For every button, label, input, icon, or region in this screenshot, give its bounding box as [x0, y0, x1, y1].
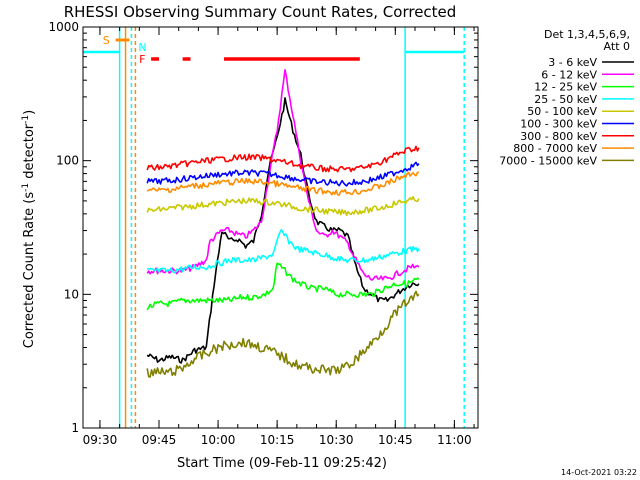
- series-line-8: [146, 290, 420, 378]
- y-tick-label-1: 10: [64, 287, 79, 301]
- legend-label-4: 50 - 100 keV: [527, 105, 597, 118]
- series-line-0: [146, 97, 420, 364]
- y-axis-label-sup-2: -1: [21, 115, 31, 124]
- flag-label-n: N: [138, 41, 146, 54]
- series-line-5: [146, 161, 420, 187]
- flag-layer: S NF: [103, 34, 360, 66]
- series-line-3: [146, 229, 420, 274]
- y-axis-label-main: Corrected Count Rate (s: [22, 192, 37, 349]
- x-tick-label-6: 11:00: [437, 433, 472, 447]
- y-tick-label-0: 1: [71, 421, 79, 435]
- legend-label-7: 800 - 7000 keV: [513, 142, 597, 155]
- y-axis-label-mid: detector: [22, 123, 37, 183]
- y-tick-label-3: 1000: [48, 20, 79, 34]
- timestamp: 14-Oct-2021 03:22: [561, 468, 637, 477]
- flag-label-f: F: [139, 53, 145, 66]
- legend-label-5: 100 - 300 keV: [520, 118, 597, 131]
- y-tick-label-2: 100: [56, 154, 79, 168]
- legend-label-3: 25 - 50 keV: [534, 93, 597, 106]
- legend-label-0: 3 - 6 keV: [548, 56, 597, 69]
- y-axis-label: Corrected Count Rate (s-1 detector-1): [21, 110, 37, 348]
- series-line-1: [146, 69, 420, 281]
- y-axis-label-end: ): [22, 110, 37, 115]
- x-tick-label-3: 10:15: [260, 433, 295, 447]
- legend-label-1: 6 - 12 keV: [541, 68, 597, 81]
- legend-header-1: Att 0: [604, 40, 630, 53]
- legend-header-0: Det 1,3,4,5,6,9,: [544, 28, 630, 41]
- x-tick-label-1: 09:45: [142, 433, 177, 447]
- series-line-2: [146, 262, 420, 311]
- x-tick-label-5: 10:45: [378, 433, 413, 447]
- legend-label-6: 300 - 800 keV: [520, 130, 597, 143]
- legend-label-8: 7000 - 15000 keV: [499, 154, 597, 167]
- series-line-4: [146, 196, 420, 217]
- chart-title: RHESSI Observing Summary Count Rates, Co…: [64, 3, 457, 21]
- plot-frame: [82, 26, 479, 429]
- y-axis-label-sup-1: -1: [21, 183, 31, 192]
- x-tick-label-0: 09:30: [83, 433, 118, 447]
- x-tick-label-2: 10:00: [201, 433, 236, 447]
- legend-label-2: 12 - 25 keV: [534, 81, 597, 94]
- series-layer: [146, 69, 420, 378]
- flag-label-s: S: [103, 34, 110, 47]
- x-axis-label: Start Time (09-Feb-11 09:25:42): [177, 456, 387, 471]
- marker-layer: [83, 27, 465, 428]
- series-line-6: [146, 145, 420, 173]
- x-tick-label-4: 10:30: [319, 433, 354, 447]
- series-line-7: [146, 171, 420, 196]
- axes-layer: 1 10 100 1000 09:30 09:45 10:00 10:15 10:30 10:45…: [48, 20, 479, 447]
